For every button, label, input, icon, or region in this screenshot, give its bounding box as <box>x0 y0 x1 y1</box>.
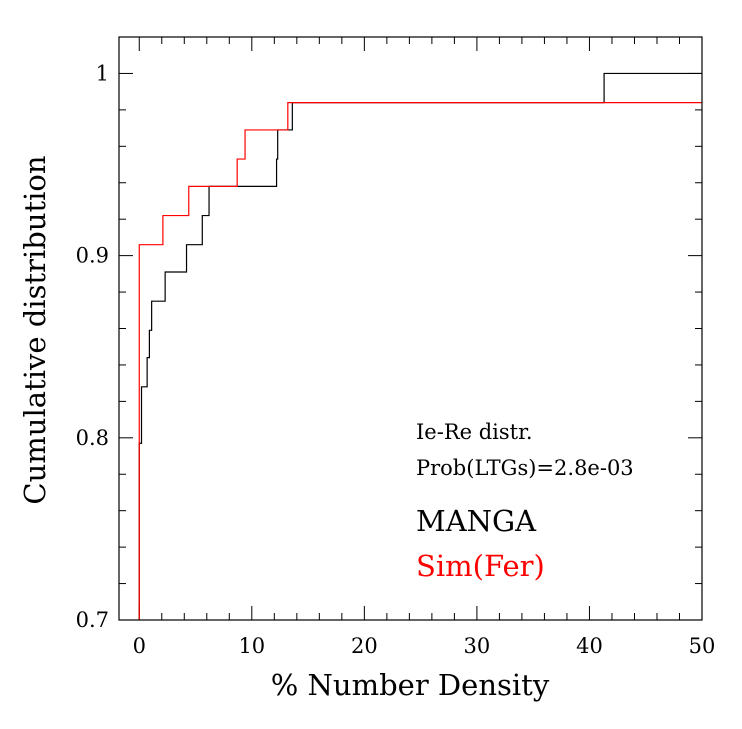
annotation-probability: Prob(LTGs)=2.8e-03 <box>416 456 634 480</box>
legend-entry-manga: MANGA <box>416 504 537 538</box>
legend-entry-sim-fer: Sim(Fer) <box>416 549 545 583</box>
y-tick-label: 1 <box>96 61 109 85</box>
y-tick-label: 0.8 <box>76 426 109 450</box>
x-tick-label: 0 <box>133 634 146 658</box>
x-tick-label: 40 <box>576 634 603 658</box>
x-tick-label: 30 <box>464 634 491 658</box>
series-lines <box>138 72 702 620</box>
y-tick-label: 0.7 <box>76 608 109 632</box>
y-tick-label: 0.9 <box>76 244 109 268</box>
axis-ticks <box>119 36 703 621</box>
tick-labels: 0 10 20 30 40 50 0.7 0.8 0.9 1 <box>76 61 716 658</box>
x-tick-label: 10 <box>238 634 265 658</box>
annotation-distribution: Ie-Re distr. <box>416 420 533 444</box>
x-tick-label: 50 <box>689 634 716 658</box>
series-line-sim-fer <box>138 101 702 620</box>
y-axis-label: Cumulative distribution <box>18 155 52 504</box>
series-line-manga <box>138 72 702 620</box>
plot-frame <box>118 36 703 621</box>
x-tick-label: 20 <box>351 634 378 658</box>
x-axis-label: % Number Density <box>271 668 550 702</box>
